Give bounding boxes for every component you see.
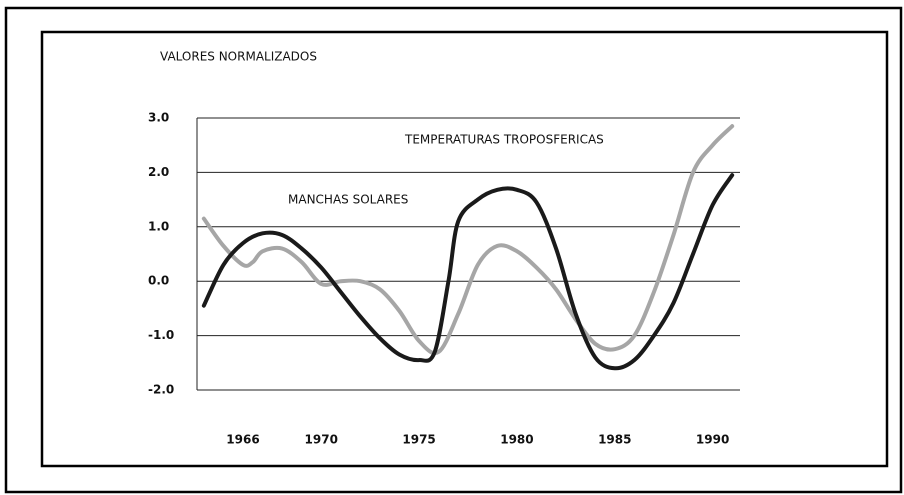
y-tick-label: 1.0: [148, 219, 169, 233]
annotation: TEMPERATURAS TROPOSFERICAS: [404, 133, 604, 147]
y-axis-label: VALORES NORMALIZADOS: [160, 50, 317, 64]
y-tick-label: -2.0: [148, 383, 174, 397]
x-tick-label: 1980: [500, 433, 533, 447]
y-tick-label: 2.0: [148, 165, 169, 179]
x-tick-label: 1990: [696, 433, 729, 447]
y-tick-label: 3.0: [148, 111, 169, 125]
y-tick-label: -1.0: [148, 328, 174, 342]
x-tick-label: 1970: [305, 433, 338, 447]
annotation: MANCHAS SOLARES: [288, 193, 408, 207]
line-series: [201, 124, 735, 356]
y-tick-label: 0.0: [148, 274, 169, 288]
outer-frame: [4, 6, 903, 494]
line-series: [201, 173, 735, 371]
x-tick-label: 1975: [402, 433, 435, 447]
x-tick-label: 1985: [598, 433, 631, 447]
inner-frame: [40, 30, 889, 468]
x-tick-label: 1966: [226, 433, 259, 447]
